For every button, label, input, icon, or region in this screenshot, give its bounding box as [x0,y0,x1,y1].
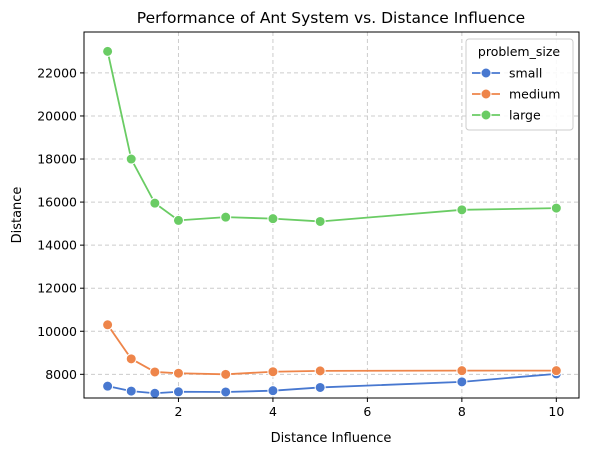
y-tick-label: 12000 [37,281,77,296]
legend-title: problem_size [478,44,561,59]
ticks: 2 4 6 8 10 8000 10000 12000 14000 16000 18000 20000… [37,65,564,419]
legend-marker-small [480,67,492,79]
data-point-small [149,387,161,399]
y-tick-label: 8000 [45,367,77,382]
data-point-large [125,153,137,165]
y-tick-label: 14000 [37,238,77,253]
y-tick-label: 22000 [37,65,77,80]
series-layer [102,45,562,399]
data-point-medium [550,365,562,377]
series-medium [102,319,562,380]
data-point-medium [172,367,184,379]
data-point-large [102,45,114,57]
plot-frame [83,31,580,399]
data-point-small [267,385,279,397]
data-point-large [550,202,562,214]
data-point-medium [149,366,161,378]
data-point-medium [102,319,114,331]
data-point-large [456,204,468,216]
x-axis-label: Distance Influence [271,431,392,446]
data-point-large [314,215,326,227]
y-tick-label: 18000 [37,152,77,167]
chart-title: Performance of Ant System vs. Distance I… [137,9,525,27]
legend-marker-medium [480,88,492,100]
data-point-medium [220,368,232,380]
legend-label-medium: medium [509,87,560,102]
y-tick-label: 20000 [37,108,77,123]
x-tick-label: 4 [269,404,277,419]
data-point-small [220,386,232,398]
legend: problem_size small medium large [465,38,574,131]
data-point-medium [314,365,326,377]
data-point-medium [456,365,468,377]
y-axis-label: Distance [10,187,25,244]
data-point-small [102,380,114,392]
series-small [102,368,562,399]
data-point-medium [125,353,137,365]
series-large [102,45,562,227]
x-tick-label: 6 [363,404,371,419]
x-tick-label: 2 [174,404,182,419]
data-point-small [314,381,326,393]
data-point-medium [267,366,279,378]
y-tick-label: 16000 [37,195,77,210]
legend-label-small: small [509,66,542,81]
data-point-small [456,376,468,388]
legend-label-large: large [509,108,541,123]
y-tick-label: 10000 [37,324,77,339]
legend-marker-large [480,109,492,121]
data-point-large [267,213,279,225]
data-point-large [220,211,232,223]
x-tick-label: 10 [548,404,564,419]
data-point-large [172,214,184,226]
legend-box [465,38,574,131]
data-point-small [172,386,184,398]
series-line-medium [106,324,557,376]
data-point-large [149,197,161,209]
data-point-small [125,385,137,397]
x-tick-label: 8 [458,404,466,419]
